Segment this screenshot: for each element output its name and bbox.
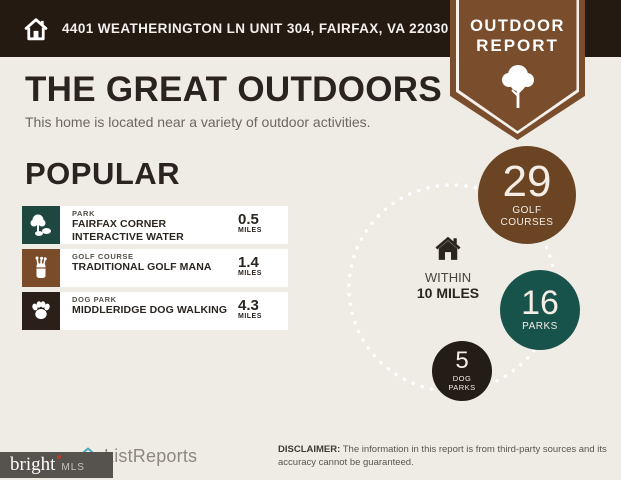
- park-icon: [22, 206, 60, 244]
- badge-title-line2: REPORT: [476, 36, 559, 55]
- item-name: FAIRFAX CORNER INTERACTIVE WATER FOUNTAI…: [72, 218, 184, 244]
- item-distance: 0.5: [238, 211, 259, 228]
- stat-label: DOG PARKS: [448, 373, 476, 392]
- item-category: DOG PARK: [72, 295, 117, 304]
- page-title: THE GREAT OUTDOORS: [25, 70, 442, 109]
- bright-red-dot: [57, 455, 61, 459]
- list-item-golf: GOLF COURSE TRADITIONAL GOLF MANA 1.4 MI…: [22, 249, 288, 287]
- list-item-park: PARK FAIRFAX CORNER INTERACTIVE WATER FO…: [22, 206, 288, 244]
- disclaimer-label: DISCLAIMER:: [278, 444, 341, 455]
- tree-icon: [501, 65, 534, 108]
- listreports-wordmark: ListReports: [104, 445, 198, 466]
- stat-value: 5: [455, 347, 469, 375]
- popular-list: PARK FAIRFAX CORNER INTERACTIVE WATER FO…: [22, 206, 288, 335]
- golf-bag-icon: [22, 249, 60, 287]
- item-name: MIDDLERIDGE DOG WALKING: [72, 304, 228, 316]
- stat-dog-parks: 5 DOG PARKS: [432, 341, 492, 401]
- item-distance-unit: MILES: [238, 227, 262, 234]
- miles-label: 10 MILES: [416, 285, 480, 301]
- property-address: 4401 WEATHERINGTON LN UNIT 304, FAIRFAX,…: [62, 21, 449, 36]
- item-distance: 1.4: [238, 254, 259, 271]
- paw-icon: [22, 292, 60, 330]
- item-distance: 4.3: [238, 297, 259, 314]
- within-label: WITHIN: [424, 270, 472, 285]
- page-subtitle: This home is located near a variety of o…: [25, 114, 371, 130]
- stat-label: PARKS: [522, 321, 558, 333]
- stat-label: GOLF COURSES: [500, 205, 554, 229]
- badge-title-line1: OUTDOOR: [470, 17, 565, 35]
- disclaimer-text: DISCLAIMER: The information in this repo…: [278, 443, 616, 470]
- item-category: GOLF COURSE: [72, 252, 134, 261]
- list-item-dog-park: DOG PARK MIDDLERIDGE DOG WALKING 4.3 MIL…: [22, 292, 288, 330]
- item-name: TRADITIONAL GOLF MANA: [72, 261, 212, 273]
- stat-value: 16: [521, 283, 559, 322]
- radius-center-label: WITHIN 10 MILES: [396, 234, 500, 301]
- stat-golf-courses: 29 GOLF COURSES: [478, 146, 576, 244]
- item-distance-unit: MILES: [238, 270, 262, 277]
- popular-heading: POPULAR: [25, 156, 181, 191]
- bright-mls-logo: bright MLS: [0, 452, 113, 478]
- item-category: PARK: [72, 209, 96, 218]
- home-outline-icon: [24, 17, 48, 40]
- stat-value: 29: [502, 156, 552, 206]
- outdoor-report-badge: OUTDOOR REPORT: [450, 0, 585, 140]
- item-distance-unit: MILES: [238, 313, 262, 320]
- mls-label: MLS: [61, 461, 85, 473]
- stat-parks: 16 PARKS: [500, 270, 580, 350]
- home-solid-icon: [435, 236, 461, 260]
- bright-wordmark: bright: [10, 454, 56, 475]
- disclaimer-body: The information in this report is from t…: [278, 444, 607, 469]
